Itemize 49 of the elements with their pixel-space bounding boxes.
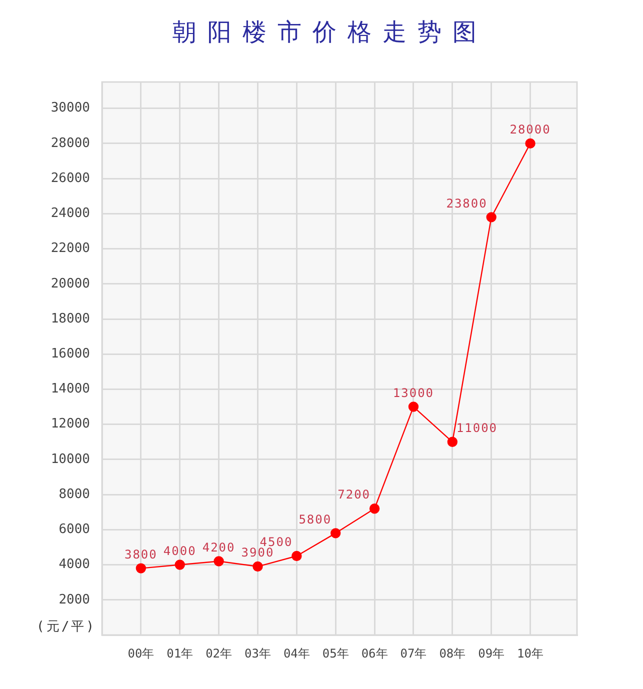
data-label: 5800 xyxy=(298,512,332,526)
x-tick-label: 10年 xyxy=(517,646,544,660)
x-tick-label: 09年 xyxy=(478,646,505,660)
point xyxy=(136,563,146,574)
y-tick-label: 30000 xyxy=(50,100,90,116)
x-tick-label: 07年 xyxy=(400,646,427,660)
data-label: 7200 xyxy=(338,488,371,502)
y-tick-label: 14000 xyxy=(50,382,90,397)
x-tick-label: 03年 xyxy=(244,646,271,660)
x-tick-label: 02年 xyxy=(206,646,232,660)
y-tick-label: 12000 xyxy=(50,416,90,432)
y-tick-label: 20000 xyxy=(50,276,90,292)
point xyxy=(214,556,224,566)
y-tick-label: 8000 xyxy=(58,486,90,502)
point xyxy=(330,528,341,538)
y-tick-label: 10000 xyxy=(50,452,90,467)
chart-title: 朝阳楼市价格走势图 xyxy=(172,18,488,46)
data-label: 4000 xyxy=(163,544,196,558)
x-tick-label: 00年 xyxy=(128,646,154,660)
data-label: 3800 xyxy=(124,547,158,562)
data-label: 28000 xyxy=(510,122,551,137)
y-tick-label: 18000 xyxy=(50,311,90,326)
y-tick-label: 24000 xyxy=(50,206,90,222)
y-tick-label: 4000 xyxy=(58,557,90,572)
data-label: 11000 xyxy=(456,421,498,436)
data-label: 4200 xyxy=(202,540,236,554)
x-tick-label: 08年 xyxy=(439,646,466,660)
y-tick-label: 28000 xyxy=(50,136,90,151)
x-tick-label: 04年 xyxy=(283,646,310,660)
y-tick-label: 2000 xyxy=(58,592,90,608)
x-tick-label: 06年 xyxy=(361,646,388,660)
y-tick-label: 6000 xyxy=(58,522,90,538)
point xyxy=(252,561,263,572)
y-tick-label: 22000 xyxy=(50,241,90,256)
x-tick-label: 05年 xyxy=(322,646,349,660)
point xyxy=(369,504,380,514)
data-label: 23800 xyxy=(446,196,488,210)
point xyxy=(486,212,496,222)
point xyxy=(525,138,536,149)
y-axis-title: (元/平) xyxy=(36,619,96,634)
data-label: 13000 xyxy=(392,386,434,400)
point xyxy=(408,402,419,412)
y-tick-label: 16000 xyxy=(50,346,90,362)
point xyxy=(174,560,185,570)
x-tick-label: 01年 xyxy=(166,646,194,660)
data-label: 3900 xyxy=(241,546,274,560)
point xyxy=(292,550,302,562)
y-tick-label: 26000 xyxy=(50,170,90,186)
point xyxy=(447,436,458,447)
